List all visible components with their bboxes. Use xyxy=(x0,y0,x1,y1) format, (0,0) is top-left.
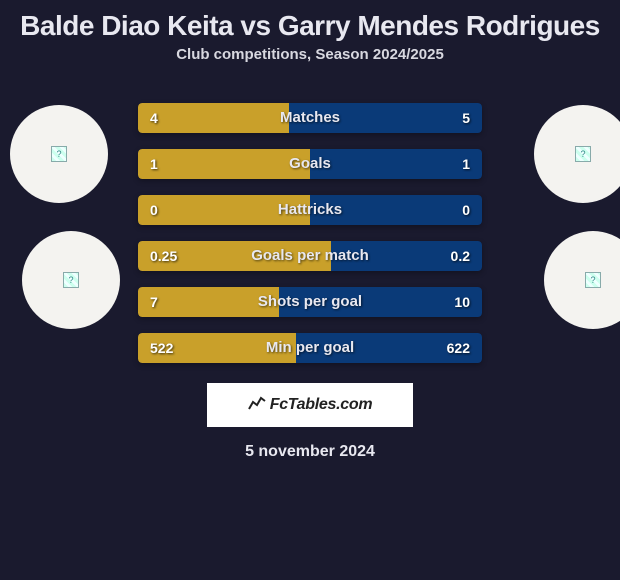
stat-label: Hattricks xyxy=(138,195,482,225)
stat-label: Matches xyxy=(138,103,482,133)
stat-value-left: 4 xyxy=(150,103,158,133)
stat-row: Shots per goal7 10 xyxy=(138,287,482,317)
stat-value-right: 10 xyxy=(454,287,470,317)
stat-value-right: 0 xyxy=(462,195,470,225)
player2-avatar-bottom: ? xyxy=(544,231,620,329)
stat-value-left: 0 xyxy=(150,195,158,225)
stat-value-left: 1 xyxy=(150,149,158,179)
stat-label: Goals per match xyxy=(138,241,482,271)
stat-row: Matches4 5 xyxy=(138,103,482,133)
subtitle: Club competitions, Season 2024/2025 xyxy=(0,46,620,83)
stat-bar-list: Matches4 5 Goals1 1 Hattricks0 0 Goals per mat… xyxy=(138,103,482,379)
stat-value-right: 622 xyxy=(447,333,470,363)
stat-label: Goals xyxy=(138,149,482,179)
stat-row: Hattricks0 0 xyxy=(138,195,482,225)
branding-logo-icon xyxy=(248,396,266,415)
player1-avatar-bottom: ? xyxy=(22,231,120,329)
stat-row: Goals per match0.25 0.2 xyxy=(138,241,482,271)
comparison-panel: ? ? ? ? Matches4 5 Goals1 1 Hattricks0 0 Goals… xyxy=(0,83,620,383)
stat-value-right: 0.2 xyxy=(451,241,470,271)
player1-avatar-top: ? xyxy=(10,105,108,203)
stat-label: Shots per goal xyxy=(138,287,482,317)
stat-value-left: 7 xyxy=(150,287,158,317)
image-placeholder-icon: ? xyxy=(585,272,601,288)
branding-badge: FcTables.com xyxy=(207,383,413,427)
stat-row: Goals1 1 xyxy=(138,149,482,179)
stat-row: Min per goal522 622 xyxy=(138,333,482,363)
player2-avatar-top: ? xyxy=(534,105,620,203)
image-placeholder-icon: ? xyxy=(63,272,79,288)
stat-value-right: 5 xyxy=(462,103,470,133)
date-label: 5 november 2024 xyxy=(0,443,620,461)
branding-text: FcTables.com xyxy=(270,396,373,414)
stat-value-left: 522 xyxy=(150,333,173,363)
stat-label: Min per goal xyxy=(138,333,482,363)
stat-value-right: 1 xyxy=(462,149,470,179)
page-title: Balde Diao Keita vs Garry Mendes Rodrigu… xyxy=(0,0,620,46)
image-placeholder-icon: ? xyxy=(51,146,67,162)
stat-value-left: 0.25 xyxy=(150,241,177,271)
image-placeholder-icon: ? xyxy=(575,146,591,162)
